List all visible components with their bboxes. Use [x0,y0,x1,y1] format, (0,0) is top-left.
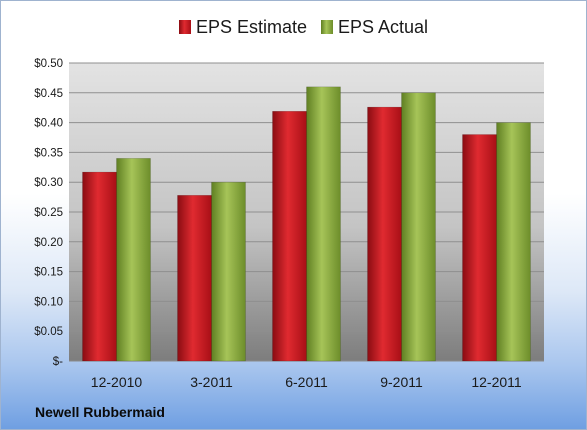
y-tick-label: $- [53,356,63,368]
bar-eps-actual [211,181,246,362]
y-tick-label: $0.50 [34,58,63,70]
x-category-label: 9-2011 [380,374,423,390]
bar-eps-estimate [82,171,117,362]
bar-eps-actual [116,158,151,362]
y-tick-label: $0.20 [34,237,63,249]
x-category-label: 12-2010 [91,374,143,390]
bar-eps-actual [401,92,436,362]
bar-eps-estimate [367,106,402,362]
y-tick-label: $0.40 [34,118,63,130]
y-tick-label: $0.45 [34,88,63,100]
y-tick-label: $0.25 [34,207,63,219]
legend-swatch [321,20,333,34]
y-tick-label: $0.30 [34,177,63,189]
y-axis-ticks: $- $0.05 $0.10 $0.15 $0.20 $0.25 $0.30 $0.35 $0.… [34,58,63,368]
x-category-label: 3-2011 [190,374,233,390]
x-axis-categories: 12-2010 3-2011 6-2011 9-2011 12-2011 [91,374,522,390]
y-tick-label: $0.10 [34,296,63,308]
legend-label: EPS Actual [338,17,428,37]
bar-eps-estimate [177,195,212,362]
bar-eps-estimate [462,134,497,362]
bars [82,86,531,362]
bar-eps-actual [306,86,341,362]
bar-eps-actual [496,122,531,362]
legend: EPS Estimate EPS Actual [179,17,428,37]
legend-swatch [179,20,191,34]
y-tick-label: $0.15 [34,267,63,279]
legend-label: EPS Estimate [196,17,307,37]
company-name: Newell Rubbermaid [35,404,165,420]
y-tick-label: $0.35 [34,147,63,159]
x-category-label: 12-2011 [471,374,522,390]
x-category-label: 6-2011 [285,374,328,390]
bar-eps-estimate [272,111,307,362]
y-tick-label: $0.05 [34,326,63,338]
